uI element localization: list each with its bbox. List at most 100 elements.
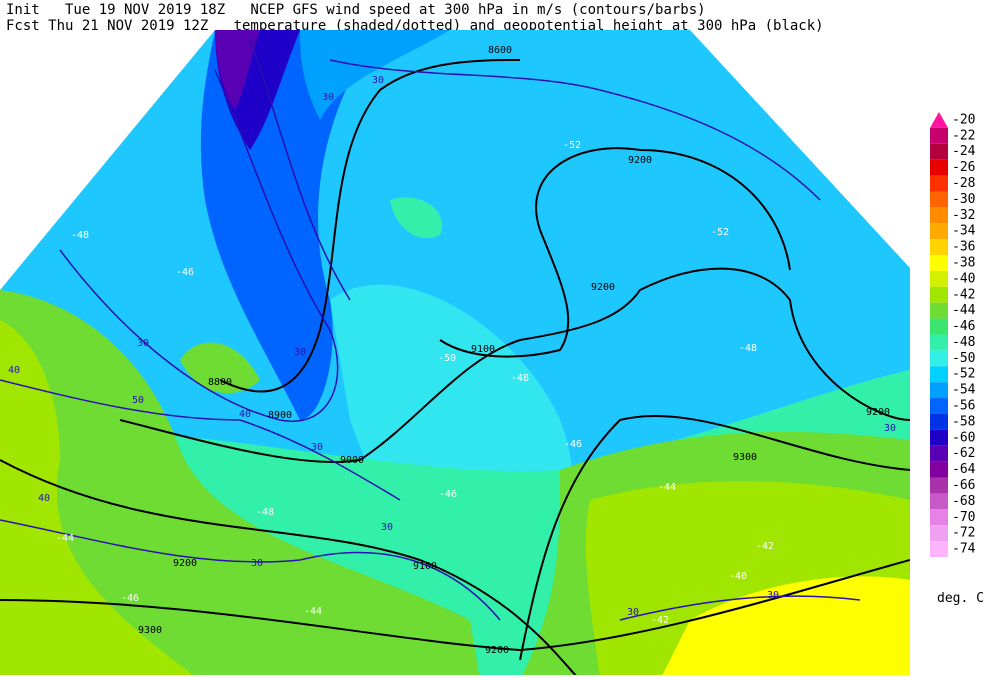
colorbar-label: -30 <box>952 192 975 207</box>
temp-label: -52 <box>711 227 729 238</box>
colorbar-label: -20 <box>952 112 975 127</box>
colorbar-swatch <box>930 382 948 399</box>
colorbar-label: -52 <box>952 367 975 382</box>
field <box>0 320 200 675</box>
temp-label: -48 <box>256 507 274 518</box>
colorbar-swatch <box>930 239 948 256</box>
height-label: 8800 <box>208 377 232 388</box>
field <box>660 576 910 675</box>
colorbar-label: -24 <box>952 144 976 159</box>
wind-contours <box>0 39 861 621</box>
colorbar-swatch <box>930 112 948 128</box>
temp-label: -46 <box>176 267 194 278</box>
colorbar-swatch <box>930 207 948 224</box>
wind-label: 30 <box>311 442 323 453</box>
map-labels: 9200 9200 9100 8800 8900 9000 9300 9200 … <box>8 45 896 656</box>
wind-label: 30 <box>884 423 896 434</box>
colorbar-label: -26 <box>952 160 975 175</box>
colorbar-label: -62 <box>952 446 975 461</box>
height-label: 9200 <box>485 645 509 656</box>
height-label: 9300 <box>733 452 757 463</box>
colorbar-label: -34 <box>952 224 976 239</box>
wind-label: 40 <box>8 365 20 376</box>
wind-label: 30 <box>627 607 639 618</box>
colorbar-label: -46 <box>952 319 975 334</box>
temp-label: -50 <box>438 353 456 364</box>
colorbar-swatch <box>930 509 948 526</box>
colorbar-swatch <box>930 302 948 319</box>
colorbar-label: -42 <box>952 287 975 302</box>
height-label: 9000 <box>340 455 364 466</box>
colorbar-swatch <box>930 366 948 383</box>
colorbar-swatch <box>930 477 948 494</box>
colorbar-swatch <box>930 398 948 414</box>
header-line: Init Tue 19 NOV 2019 18Z NCEP GFS wind s… <box>6 2 706 18</box>
height-label: 9200 <box>866 407 890 418</box>
colorbar-swatch <box>930 318 948 335</box>
colorbar-swatch <box>930 525 948 542</box>
colorbar-swatch <box>930 191 948 208</box>
wind-label: 30 <box>322 92 334 103</box>
colorbar-label: -56 <box>952 399 975 414</box>
temp-label: -42 <box>756 541 774 552</box>
colorbar-label: -68 <box>952 494 975 509</box>
temp-label: -48 <box>739 343 757 354</box>
colorbar-swatch <box>930 143 948 160</box>
height-label: 9100 <box>413 561 437 572</box>
colorbar-label: -36 <box>952 240 975 255</box>
colorbar-swatch <box>930 175 948 192</box>
colorbar-label: -48 <box>952 335 975 350</box>
temp-label: -44 <box>56 533 74 544</box>
wind-label: 50 <box>132 395 144 406</box>
map <box>0 30 910 675</box>
height-label: 8900 <box>268 410 292 421</box>
height-label: 9200 <box>628 155 652 166</box>
colorbar-label: -32 <box>952 208 975 223</box>
colorbar-swatch <box>930 334 948 351</box>
temp-label: -46 <box>439 489 457 500</box>
height-label: 9200 <box>173 558 197 569</box>
colorbar-label: -44 <box>952 303 976 318</box>
colorbar-swatch <box>930 413 948 430</box>
colorbar-label: -50 <box>952 351 975 366</box>
temp-label: -44 <box>658 482 676 493</box>
wind-label: 40 <box>38 493 50 504</box>
wind-label: 30 <box>137 338 149 349</box>
colorbar-swatch <box>930 159 948 176</box>
wind-label: 30 <box>767 590 779 601</box>
colorbar-unit: deg. C <box>937 591 984 606</box>
colorbar-swatch <box>930 541 948 557</box>
colorbar-swatch <box>930 255 948 271</box>
temp-label: -40 <box>729 571 747 582</box>
field <box>390 197 442 239</box>
colorbar-swatch <box>930 270 948 287</box>
field <box>0 290 480 675</box>
wind-label: 40 <box>239 409 251 420</box>
colorbar-label: -58 <box>952 414 975 429</box>
temp-label: -52 <box>563 140 581 151</box>
temp-label: -46 <box>121 593 139 604</box>
colorbar-swatch <box>930 350 948 367</box>
colorbar: -20-22-24-26-28-30-32-34-36-38-40-42-44-… <box>930 112 976 557</box>
colorbar-label: -38 <box>952 255 975 270</box>
colorbar-label: -40 <box>952 271 975 286</box>
colorbar-label: -60 <box>952 430 975 445</box>
colorbar-label: -72 <box>952 526 975 541</box>
colorbar-swatch <box>930 127 948 144</box>
colorbar-swatch <box>930 493 948 510</box>
colorbar-swatch <box>930 223 948 240</box>
temp-label: -44 <box>304 606 322 617</box>
colorbar-swatch <box>930 429 948 446</box>
temp-label: -48 <box>511 373 529 384</box>
colorbar-label: -66 <box>952 478 975 493</box>
colorbar-label: -64 <box>952 462 976 477</box>
field <box>180 342 260 394</box>
colorbar-swatch <box>930 286 948 303</box>
colorbar-label: -70 <box>952 510 975 525</box>
height-label: 9100 <box>471 344 495 355</box>
colorbar-swatch <box>930 445 948 462</box>
height-label: 9200 <box>591 282 615 293</box>
colorbar-label: -74 <box>952 542 976 557</box>
colorbar-label: -28 <box>952 176 975 191</box>
